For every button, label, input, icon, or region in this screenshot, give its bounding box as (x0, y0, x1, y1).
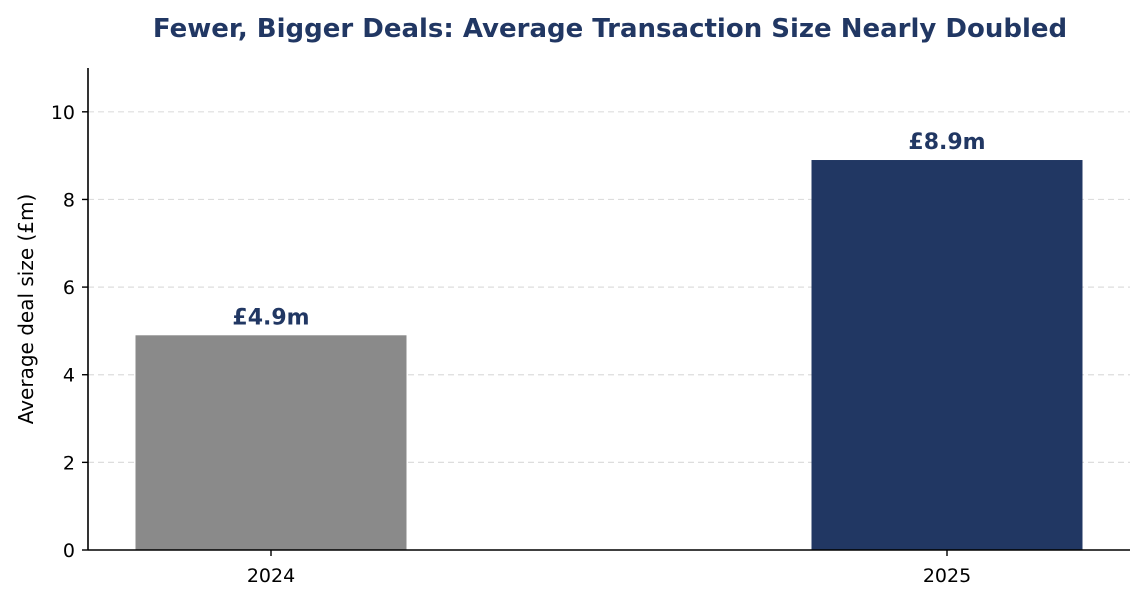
x-tick-label: 2025 (923, 565, 971, 587)
value-label-2024: £4.9m (232, 305, 309, 330)
bar-2024 (135, 335, 407, 550)
y-axis-ticks: 0 2 4 6 8 10 (51, 102, 88, 562)
y-axis-label: Average deal size (£m) (14, 194, 38, 425)
chart-title: Fewer, Bigger Deals: Average Transaction… (153, 14, 1067, 44)
bars (135, 160, 1083, 550)
bar-2025 (811, 160, 1083, 550)
y-tick-label: 6 (63, 277, 75, 299)
y-tick-label: 10 (51, 102, 75, 124)
y-tick-label: 4 (63, 365, 75, 387)
x-tick-label: 2024 (247, 565, 295, 587)
x-axis-ticks: 2024 2025 (247, 550, 971, 587)
y-tick-label: 2 (63, 452, 75, 474)
value-label-2025: £8.9m (908, 130, 985, 155)
y-tick-label: 8 (63, 189, 75, 211)
y-tick-label: 0 (63, 540, 75, 562)
value-labels: £4.9m £8.9m (232, 130, 985, 330)
